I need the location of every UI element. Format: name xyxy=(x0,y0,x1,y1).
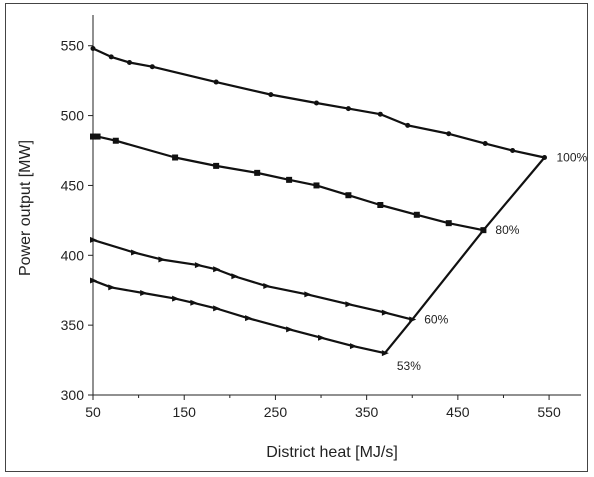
data-point xyxy=(172,154,179,161)
series-label: 53% xyxy=(397,359,421,373)
data-point xyxy=(409,316,417,323)
x-tick-label: 350 xyxy=(355,404,379,420)
data-point xyxy=(349,343,357,350)
series-markers xyxy=(90,46,548,357)
series-label: 80% xyxy=(495,223,519,237)
data-point xyxy=(108,284,116,291)
data-point xyxy=(381,350,389,357)
y-tick-label: 300 xyxy=(61,387,85,403)
data-point xyxy=(213,79,219,85)
data-point xyxy=(268,92,274,98)
data-point xyxy=(313,100,319,106)
x-tick-label: 550 xyxy=(537,404,561,420)
data-point xyxy=(377,202,384,208)
data-point xyxy=(446,131,452,137)
data-point xyxy=(108,54,114,60)
x-tick-label: 450 xyxy=(446,404,470,420)
data-point xyxy=(542,155,548,160)
data-point xyxy=(405,122,411,128)
boundary-line xyxy=(384,156,546,354)
data-point xyxy=(90,46,96,52)
y-tick-label: 400 xyxy=(61,247,85,263)
data-point xyxy=(213,305,221,312)
data-point xyxy=(480,227,487,234)
data-point xyxy=(381,309,389,316)
data-point xyxy=(94,133,101,140)
data-point xyxy=(345,106,351,112)
series-line xyxy=(93,135,484,232)
data-point xyxy=(263,283,271,290)
data-point xyxy=(445,220,452,227)
data-point xyxy=(318,334,326,341)
series-label: 100% xyxy=(557,151,588,165)
data-point xyxy=(413,211,420,218)
data-point xyxy=(377,111,383,117)
data-point xyxy=(286,176,293,183)
data-point xyxy=(286,326,294,333)
y-tick-label: 450 xyxy=(61,177,85,193)
series-label: 60% xyxy=(424,313,448,327)
data-point xyxy=(140,290,148,297)
y-tick-label: 350 xyxy=(61,317,85,333)
chart-frame xyxy=(5,3,588,472)
data-point xyxy=(112,137,119,144)
data-point xyxy=(172,295,180,302)
data-point xyxy=(190,299,198,306)
data-point xyxy=(510,148,516,154)
y-tick-label: 550 xyxy=(61,38,85,54)
data-point xyxy=(345,301,353,308)
data-point xyxy=(131,249,139,256)
data-point xyxy=(158,256,166,263)
data-point xyxy=(245,315,253,322)
y-tick-label: 500 xyxy=(61,108,85,124)
x-tick-label: 150 xyxy=(173,404,197,420)
data-point xyxy=(90,236,97,243)
series-line xyxy=(92,279,386,355)
axes: 300 350 400 450 500 550 50 150 250 350 450 550 xyxy=(61,15,581,420)
data-point xyxy=(194,262,202,269)
data-point xyxy=(90,133,96,140)
data-point xyxy=(254,169,261,176)
data-point xyxy=(304,291,312,298)
series-labels: 100% 80% 60% 53% xyxy=(397,151,588,374)
data-point xyxy=(126,60,132,65)
data-point xyxy=(90,277,97,284)
x-tick-label: 250 xyxy=(264,404,288,420)
data-point xyxy=(313,182,320,189)
data-point xyxy=(213,266,221,273)
series-line xyxy=(92,238,413,321)
x-axis-title: District heat [MJ/s] xyxy=(266,444,398,461)
y-axis-title: Power output [MW] xyxy=(17,140,34,276)
x-tick-label: 50 xyxy=(85,404,101,420)
series-line xyxy=(92,47,545,159)
data-point xyxy=(231,273,239,280)
data-point xyxy=(482,141,488,147)
series-lines xyxy=(92,47,546,355)
data-point xyxy=(345,192,352,199)
data-point xyxy=(213,162,220,169)
data-point xyxy=(149,64,155,70)
